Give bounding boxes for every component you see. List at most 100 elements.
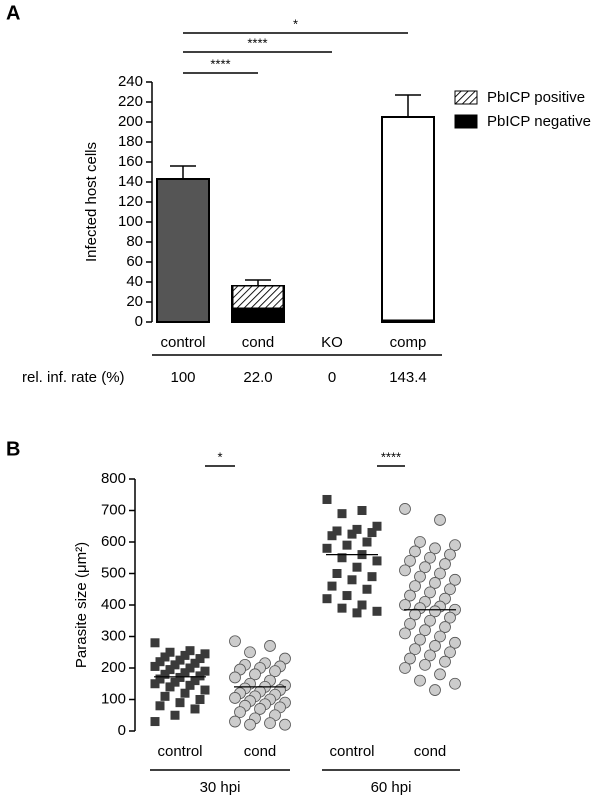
point	[414, 674, 426, 687]
point	[409, 545, 421, 558]
point	[434, 630, 446, 643]
point	[185, 646, 195, 656]
point	[419, 624, 431, 637]
group-label: 30 hpi	[200, 779, 241, 796]
legend-label: PbICP positive	[487, 89, 585, 106]
point	[352, 562, 362, 572]
point	[150, 661, 160, 671]
significance-label: ****	[210, 56, 230, 71]
point	[200, 685, 210, 695]
significance-label: ****	[247, 35, 267, 50]
point	[165, 682, 175, 692]
y-tick-label: 500	[101, 564, 126, 581]
point	[399, 662, 411, 674]
legend-swatch	[454, 90, 478, 105]
point	[200, 666, 210, 676]
point	[439, 655, 451, 668]
point	[160, 669, 170, 679]
point	[170, 677, 180, 687]
x-tick-label: cond	[242, 334, 275, 351]
point	[404, 618, 416, 630]
point	[419, 561, 431, 574]
point	[155, 657, 165, 667]
bar-segment	[232, 285, 284, 309]
significance-label: ****	[381, 449, 401, 464]
point	[190, 676, 200, 686]
point	[347, 575, 357, 585]
legend-label: PbICP negative	[487, 113, 591, 130]
point	[229, 715, 241, 728]
point	[434, 567, 446, 580]
point	[352, 524, 362, 534]
point	[372, 556, 382, 566]
point	[409, 608, 421, 621]
point	[372, 606, 382, 616]
point	[444, 646, 456, 659]
legend-swatch	[454, 114, 478, 129]
point	[409, 643, 421, 655]
y-tick-label: 800	[101, 470, 126, 487]
point	[357, 600, 367, 610]
point	[429, 605, 441, 618]
x-tick-label: control	[160, 334, 205, 351]
point	[234, 706, 246, 718]
point	[449, 677, 461, 690]
point	[449, 573, 461, 586]
point	[332, 526, 342, 536]
point	[195, 671, 205, 681]
point	[200, 649, 210, 659]
y-tick-label: 200	[118, 113, 143, 130]
point	[429, 577, 441, 589]
group-label: 60 hpi	[371, 779, 412, 796]
y-tick-label: 60	[126, 253, 143, 270]
y-axis-label: Parasite size (μm²)	[73, 542, 90, 668]
bar	[381, 116, 435, 323]
point	[322, 494, 332, 504]
x-tick-label: control	[329, 743, 374, 760]
y-tick-label: 80	[126, 233, 143, 250]
point	[249, 668, 261, 681]
point	[337, 603, 347, 613]
point	[327, 531, 337, 541]
point	[160, 691, 170, 701]
point	[434, 668, 446, 681]
point	[414, 633, 426, 646]
point	[269, 665, 281, 678]
point	[180, 650, 190, 660]
x-tick-label: cond	[244, 743, 277, 760]
point	[264, 717, 276, 730]
point	[155, 674, 165, 684]
y-tick-label: 160	[118, 153, 143, 170]
point	[279, 718, 291, 731]
point	[424, 551, 436, 564]
point	[342, 540, 352, 550]
y-tick-label: 140	[118, 173, 143, 190]
point	[444, 583, 456, 596]
rate-value: 143.4	[389, 369, 427, 386]
point	[419, 658, 431, 671]
point	[409, 580, 421, 592]
point	[190, 704, 200, 714]
y-tick-label: 240	[118, 73, 143, 90]
rate-value: 0	[328, 369, 336, 386]
point	[165, 665, 175, 675]
y-tick-label: 0	[135, 313, 143, 330]
y-tick-label: 200	[101, 659, 126, 676]
x-tick-label: cond	[414, 743, 447, 760]
point	[342, 591, 352, 601]
y-tick-label: 100	[101, 690, 126, 707]
point	[150, 717, 160, 727]
point	[229, 635, 241, 648]
x-tick-label: comp	[390, 334, 427, 351]
point	[404, 589, 416, 602]
y-tick-label: 120	[118, 193, 143, 210]
point	[424, 614, 436, 627]
point	[362, 537, 372, 547]
point	[439, 621, 451, 633]
point	[155, 701, 165, 711]
bar	[156, 178, 210, 323]
point	[352, 608, 362, 618]
point	[429, 640, 441, 652]
point	[229, 671, 241, 684]
rate-value: 22.0	[243, 369, 272, 386]
